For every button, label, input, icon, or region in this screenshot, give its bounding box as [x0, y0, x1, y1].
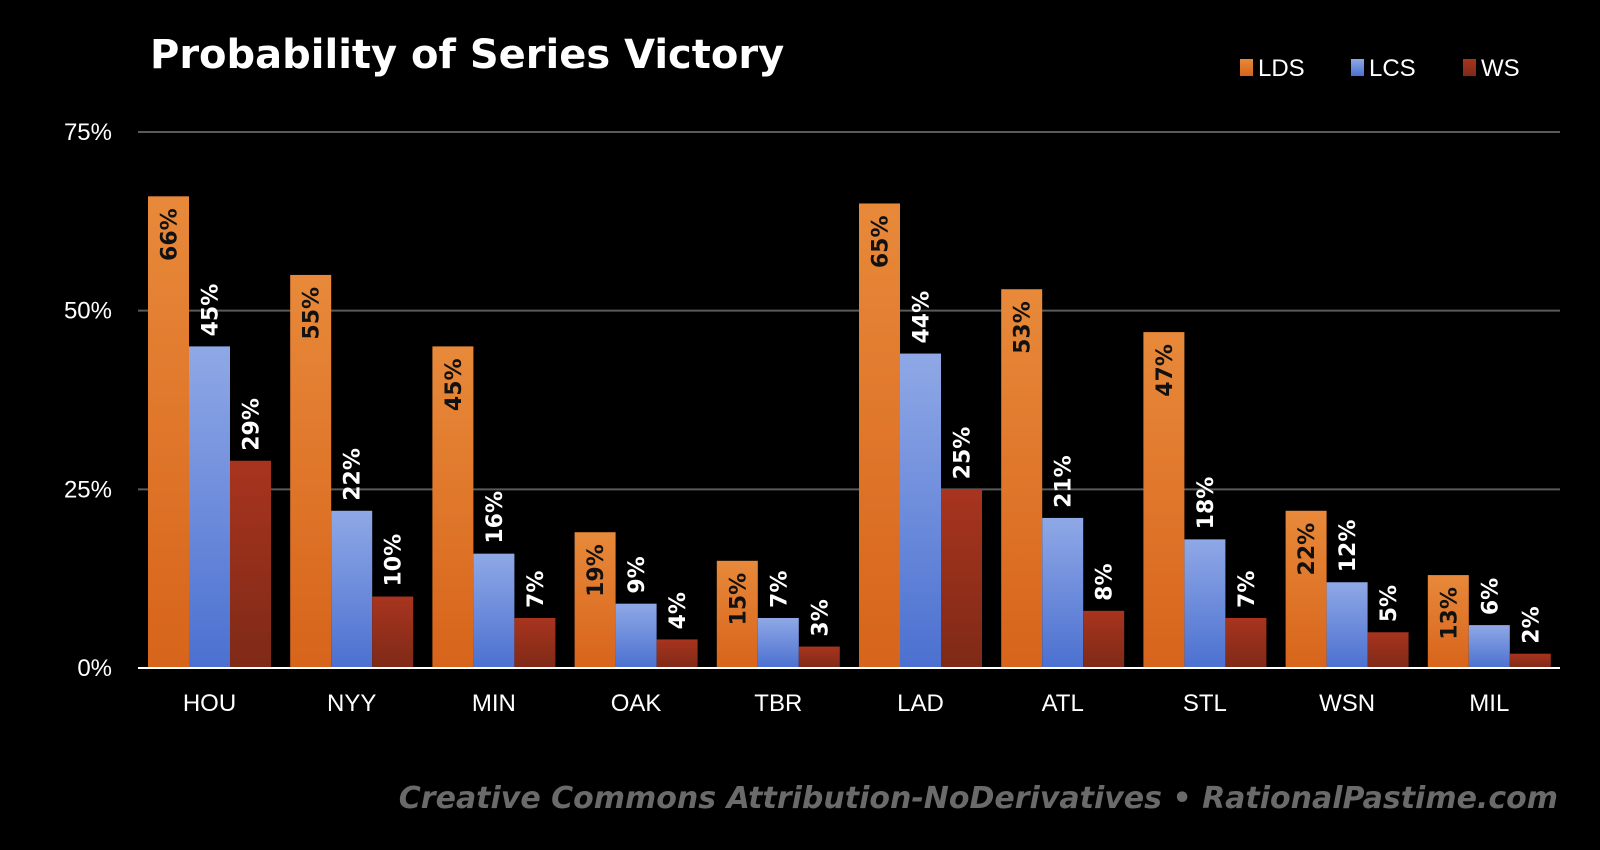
data-label-lcs-oak: 9% [625, 556, 650, 593]
data-label-lds-atl: 53% [1011, 301, 1036, 354]
data-label-lds-tbr: 15% [726, 573, 751, 626]
bar-ws-mil [1509, 653, 1551, 668]
data-labels: 66% 45% 29% 55% 22% 10% 45% 16% 7% 19% 9% 4% 15% 7% 3%… [158, 208, 1545, 643]
data-label-lcs-mil: 6% [1478, 578, 1503, 615]
data-label-lds-mil: 13% [1437, 587, 1462, 640]
bar-lcs-min [473, 553, 515, 668]
bar-ws-tbr [798, 646, 840, 668]
legend-label-lcs: LCS [1369, 55, 1416, 82]
bar-ws-min [514, 617, 556, 668]
bar-ws-lad [941, 489, 982, 668]
chart-title: Probability of Series Victory [150, 32, 784, 78]
bar-lcs-atl [1042, 517, 1084, 668]
x-tick-label: OAK [611, 690, 662, 717]
x-tick-label: LAD [897, 690, 944, 717]
data-label-lcs-tbr: 7% [767, 571, 792, 608]
watermark: Creative Commons Attribution-NoDerivativ… [399, 781, 1558, 816]
data-label-lds-hou: 66% [158, 208, 183, 261]
bar-lcs-hou [189, 346, 230, 668]
bar-lcs-mil [1468, 625, 1510, 668]
bar-ws-atl [1083, 610, 1125, 668]
data-label-lds-lad: 65% [869, 215, 894, 268]
x-tick-label: WSN [1319, 690, 1375, 717]
x-tick-label: STL [1183, 690, 1227, 717]
data-label-ws-lad: 25% [951, 427, 976, 480]
x-tick-label: HOU [183, 690, 236, 717]
bar-lds-oak [574, 532, 616, 668]
data-label-ws-min: 7% [524, 571, 549, 608]
bar-lds-lad [859, 203, 900, 668]
y-axis: 0% 25% 50% 75% [64, 119, 112, 682]
bars [148, 196, 1551, 668]
bar-lcs-stl [1184, 539, 1226, 668]
data-label-ws-wsn: 5% [1377, 585, 1402, 622]
x-tick-label: TBR [754, 690, 802, 717]
data-label-lcs-stl: 18% [1194, 477, 1219, 530]
bar-lds-min [432, 346, 474, 668]
data-label-lcs-hou: 45% [199, 284, 224, 337]
data-label-lcs-atl: 21% [1052, 455, 1077, 508]
bar-lcs-lad [900, 353, 941, 668]
y-tick-label: 0% [77, 655, 112, 682]
legend-label-lds: LDS [1258, 55, 1305, 82]
y-tick-label: 25% [64, 476, 112, 503]
legend-swatch-lds [1240, 59, 1253, 76]
y-tick-label: 75% [64, 119, 112, 146]
gridlines [138, 131, 1560, 491]
data-label-lds-nyy: 55% [300, 287, 325, 340]
data-label-ws-hou: 29% [240, 398, 265, 451]
data-label-ws-atl: 8% [1093, 563, 1118, 600]
bar-lds-mil [1427, 575, 1469, 668]
bar-lds-hou [148, 196, 189, 668]
data-label-lds-oak: 19% [584, 544, 609, 597]
x-tick-label: MIL [1469, 690, 1509, 717]
bar-ws-nyy [372, 596, 414, 668]
bar-lcs-oak [615, 603, 657, 668]
data-label-ws-tbr: 3% [808, 599, 833, 636]
bar-ws-stl [1225, 617, 1267, 668]
x-axis: HOU NYY MIN OAK TBR LAD ATL STL WSN MIL [138, 667, 1560, 717]
data-label-lcs-min: 16% [483, 491, 508, 544]
legend-label-ws: WS [1481, 55, 1520, 82]
data-label-ws-oak: 4% [666, 592, 691, 629]
bar-lcs-nyy [331, 510, 373, 668]
bar-ws-oak [656, 639, 698, 668]
x-tick-label: MIN [472, 690, 516, 717]
data-label-ws-stl: 7% [1235, 571, 1260, 608]
bar-lds-atl [1001, 289, 1043, 668]
bar-ws-hou [230, 460, 271, 668]
y-tick-label: 50% [64, 298, 112, 325]
data-label-lds-wsn: 22% [1295, 523, 1320, 576]
data-label-lds-stl: 47% [1153, 344, 1178, 397]
legend-swatch-ws [1463, 59, 1476, 76]
data-label-lds-min: 45% [442, 358, 467, 411]
bar-ws-wsn [1367, 632, 1409, 668]
data-label-lcs-nyy: 22% [341, 448, 366, 501]
bar-lds-stl [1143, 332, 1185, 668]
legend-swatch-lcs [1351, 59, 1364, 76]
bar-lds-tbr [716, 560, 758, 668]
data-label-lcs-lad: 44% [910, 291, 935, 344]
legend: LDS LCS WS [1240, 55, 1520, 82]
bar-lds-wsn [1285, 510, 1327, 668]
bar-lcs-tbr [757, 617, 799, 668]
bar-lcs-wsn [1326, 582, 1368, 668]
x-tick-label: ATL [1042, 690, 1084, 717]
data-label-ws-nyy: 10% [382, 534, 407, 587]
data-label-ws-mil: 2% [1519, 606, 1544, 643]
bar-lds-nyy [290, 274, 332, 668]
data-label-lcs-wsn: 12% [1336, 520, 1361, 573]
x-tick-label: NYY [327, 690, 376, 717]
